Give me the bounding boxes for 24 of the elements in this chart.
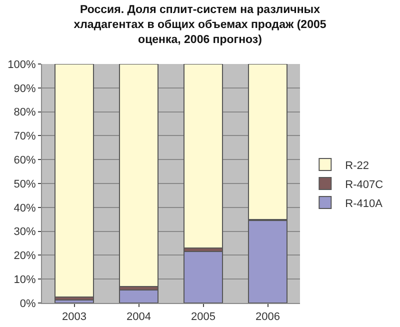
legend-label: R-410A <box>345 198 384 210</box>
x-tick-label: 2005 <box>191 311 216 324</box>
x-tick-label: 2006 <box>256 311 280 324</box>
bar <box>183 64 224 249</box>
y-tick-label: 30% <box>14 226 36 238</box>
y-tick-label: 80% <box>14 106 36 119</box>
legend-label: R-22 <box>345 160 370 172</box>
y-tick-label: 70% <box>14 130 36 143</box>
y-tick-label: 10% <box>14 274 36 286</box>
y-tick-label: 50% <box>14 178 36 190</box>
x-tick-label: 2003 <box>62 311 86 324</box>
x-tick-label: 2004 <box>126 311 151 324</box>
y-tick-label: 90% <box>14 82 36 95</box>
y-tick-label: 100% <box>8 58 36 71</box>
legend-label: R-407C <box>345 178 384 191</box>
y-tick-label: 0% <box>20 298 36 310</box>
y-tick-label: 40% <box>14 202 36 214</box>
bar <box>118 289 159 303</box>
y-tick-label: 20% <box>14 250 36 262</box>
chart-title: Россия. Доля сплит-систем на различных хладагентах в общих объемах продаж (2005 оценка, 2006 прогноз) <box>74 4 327 46</box>
bar <box>183 251 224 303</box>
bar <box>118 64 159 287</box>
y-tick-label: 60% <box>14 154 36 166</box>
bar <box>54 64 94 298</box>
